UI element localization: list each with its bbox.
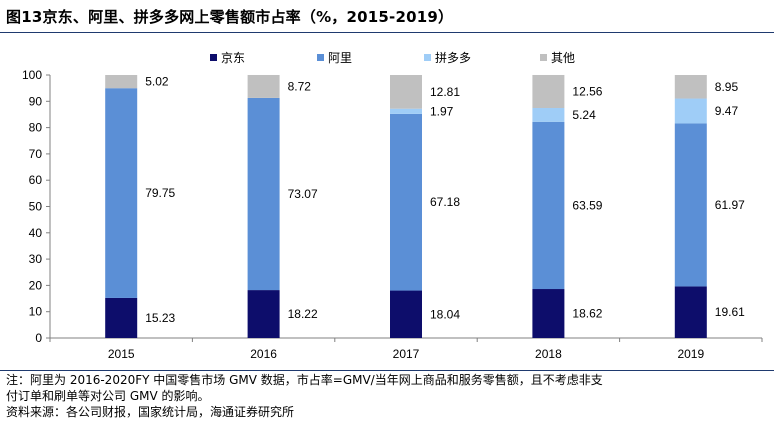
data-label: 63.59 [572,198,602,212]
legend-item-jd: 京东 [210,49,245,66]
y-tick-label: 100 [22,68,42,82]
legend: 京东 阿里 拼多多 其他 [0,49,774,65]
legend-swatch-ali [317,54,324,61]
bar-segment [532,74,565,109]
legend-swatch-other [540,54,547,61]
bar-segment [532,121,565,290]
x-tick-label: 2017 [393,347,420,361]
legend-label-jd: 京东 [221,51,246,65]
y-tick-label: 0 [35,331,42,345]
bar-segment [674,75,707,99]
data-label: 5.02 [145,75,169,89]
legend-item-other: 其他 [540,49,575,66]
x-tick-label: 2019 [677,347,704,361]
data-label: 12.81 [430,85,460,99]
top-rule [0,32,774,33]
bar-segment [247,290,280,338]
bar-segment [674,286,707,338]
note-line-2: 付订单和刷单等对公司 GMV 的影响。 [6,389,210,403]
y-tick-label: 80 [29,121,43,135]
bottom-rule [0,370,774,371]
y-tick-label: 60 [29,173,43,187]
data-label: 8.95 [715,80,739,94]
bar-segment [105,88,138,298]
y-tick-label: 20 [29,278,43,292]
y-tick-label: 70 [29,147,43,161]
data-label: 61.97 [715,198,745,212]
footnotes: 注：阿里为 2016-2020FY 中国零售市场 GMV 数据，市占率=GMV/… [6,372,768,420]
y-tick-label: 50 [29,200,43,214]
data-label: 8.72 [288,79,312,93]
bar-segment [390,108,422,114]
legend-swatch-jd [210,54,217,61]
data-label: 67.18 [430,195,460,209]
chart-title: 图13京东、阿里、拼多多网上零售额市占率（%，2015-2019） [6,8,454,26]
data-label: 12.56 [572,84,602,98]
bar-segment [390,75,422,109]
bar-segment [105,297,138,338]
data-label: 9.47 [715,104,739,118]
bar-segment [105,75,138,89]
data-label: 79.75 [145,186,175,200]
legend-item-pdd: 拼多多 [424,49,471,66]
legend-label-pdd: 拼多多 [435,51,472,65]
data-label: 1.97 [430,104,454,118]
data-label: 18.22 [288,307,318,321]
source-line: 资料来源：各公司财报，国家统计局，海通证券研究所 [6,405,295,419]
data-label: 18.04 [430,307,460,321]
x-tick-label: 2018 [535,347,562,361]
bar-segment [674,123,707,287]
note-line-1: 注：阿里为 2016-2020FY 中国零售市场 GMV 数据，市占率=GMV/… [6,373,603,387]
y-tick-label: 90 [29,94,43,108]
legend-swatch-pdd [424,54,431,61]
data-label: 73.07 [288,187,318,201]
data-label: 5.24 [572,108,596,122]
bar-segment [390,290,422,338]
bar-segment [390,113,422,291]
data-label: 18.62 [572,307,602,321]
y-tick-label: 40 [29,226,43,240]
bar-segment [247,74,280,98]
x-tick-label: 2015 [108,347,135,361]
bar-segment [247,97,280,291]
x-tick-label: 2016 [250,347,277,361]
bar-segment [532,108,565,122]
legend-item-ali: 阿里 [317,49,352,66]
data-label: 19.61 [715,305,745,319]
data-label: 15.23 [145,311,175,325]
legend-label-ali: 阿里 [328,51,353,65]
y-tick-label: 30 [29,252,43,266]
stacked-bar-chart: 0 10 20 30 40 50 60 70 80 90 100 15.23 79.75 5.02 2015… [22,68,763,361]
legend-label-other: 其他 [551,51,576,65]
bar-segment [674,98,707,124]
y-tick-label: 10 [29,305,43,319]
bar-segment [532,289,565,338]
